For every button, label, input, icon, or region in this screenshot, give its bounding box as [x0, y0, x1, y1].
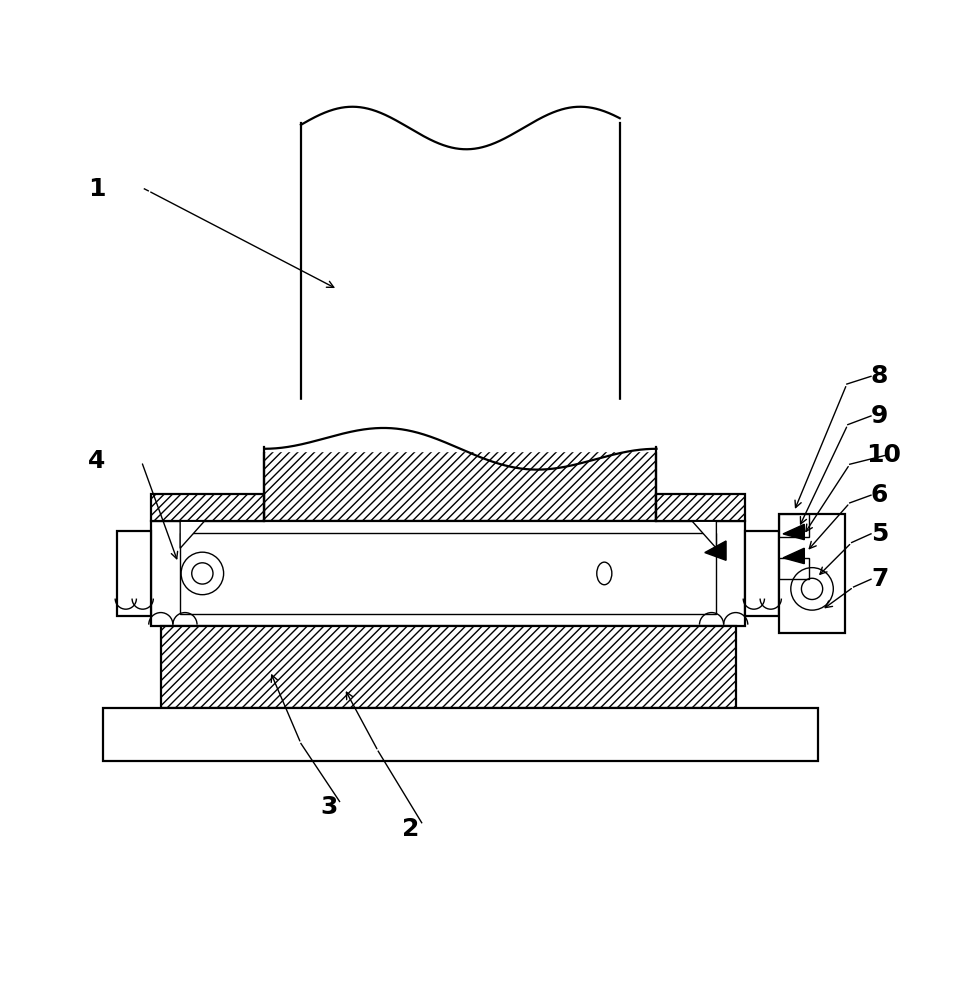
Text: 3: 3 — [320, 795, 337, 819]
Bar — [779, 514, 845, 633]
Bar — [117, 531, 151, 616]
Polygon shape — [692, 521, 716, 548]
Text: 1: 1 — [88, 177, 106, 201]
Polygon shape — [704, 541, 726, 560]
Text: 7: 7 — [871, 567, 889, 591]
Text: 6: 6 — [871, 483, 889, 507]
Text: 5: 5 — [871, 522, 889, 546]
Bar — [161, 626, 735, 708]
Polygon shape — [180, 521, 204, 548]
Bar — [103, 708, 818, 761]
Polygon shape — [783, 524, 804, 540]
Bar — [656, 494, 745, 521]
Bar — [151, 521, 745, 626]
Text: 9: 9 — [871, 404, 889, 428]
Bar — [779, 514, 809, 537]
Bar — [745, 531, 779, 616]
Bar — [151, 494, 265, 521]
Text: 8: 8 — [871, 364, 889, 388]
Bar — [265, 449, 656, 521]
Bar — [395, 418, 524, 449]
Polygon shape — [301, 128, 620, 418]
Text: 4: 4 — [88, 449, 106, 473]
Bar — [779, 558, 809, 579]
Text: 10: 10 — [866, 443, 901, 467]
Polygon shape — [783, 548, 804, 564]
Bar — [180, 533, 716, 614]
Text: 2: 2 — [402, 817, 420, 841]
